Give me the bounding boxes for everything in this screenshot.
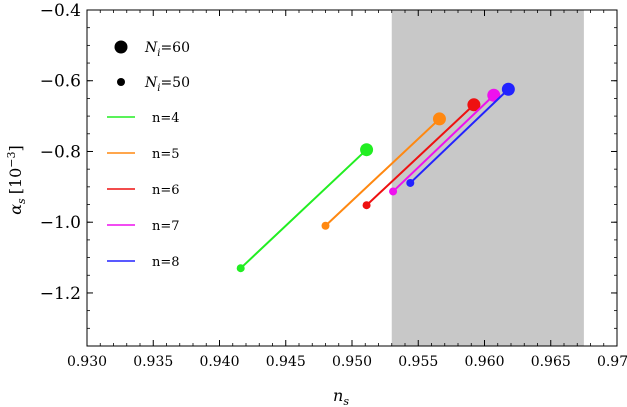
legend-series-label: n=6 [152, 183, 180, 198]
y-tick-label: −0.6 [40, 72, 81, 92]
shaded-band-layer [391, 10, 584, 346]
series-point-ni60 [501, 82, 515, 96]
legend: Ni=60 Ni=50 n=4 n=5 n=6 n=7 n=8 [107, 40, 190, 270]
legend-marker-label: Ni=60 [144, 40, 190, 59]
series-line [240, 148, 368, 269]
series-point-ni50 [389, 187, 398, 196]
x-tick-label: 0.970 [597, 354, 627, 370]
legend-series-label: n=7 [152, 219, 180, 234]
y-tick-label: −0.4 [40, 1, 81, 21]
plot-frame [86, 9, 618, 347]
tick-layer: 0.930 0.935 0.940 0.945 0.950 0.955 0.960 0.965… [40, 1, 627, 370]
shaded-band [391, 10, 584, 346]
series-point-ni50 [362, 201, 371, 210]
y-tick-label: −1.2 [40, 284, 81, 304]
series-line [365, 104, 475, 206]
series-point-ni60 [467, 98, 481, 112]
legend-series-label: n=5 [152, 147, 180, 162]
series-point-ni60 [360, 143, 374, 157]
x-tick-label: 0.945 [266, 354, 306, 370]
series-point-ni50 [236, 264, 245, 273]
legend-series-label: n=8 [152, 255, 180, 270]
series-point-ni60 [432, 112, 446, 126]
series-layer [236, 82, 515, 273]
y-axis-title: αs[10−3] [5, 145, 28, 215]
legend-marker-label: Ni=50 [144, 75, 190, 94]
x-tick-label: 0.965 [531, 354, 571, 370]
legend-series-label: n=4 [152, 111, 180, 126]
series-line [392, 94, 495, 193]
series-line [409, 88, 510, 184]
y-tick-label: −0.8 [40, 142, 81, 162]
x-tick-label: 0.950 [332, 354, 372, 370]
series-line [324, 118, 441, 227]
x-tick-label: 0.955 [398, 354, 438, 370]
legend-marker [114, 40, 128, 54]
x-axis-title: ns [333, 386, 349, 407]
legend-marker [117, 78, 125, 86]
series-point-ni50 [406, 178, 415, 187]
x-tick-label: 0.960 [464, 354, 504, 370]
x-tick-label: 0.930 [67, 354, 107, 370]
x-tick-label: 0.940 [199, 354, 239, 370]
y-tick-label: −1.0 [40, 213, 81, 233]
x-tick-label: 0.935 [133, 354, 173, 370]
series-point-ni60 [487, 88, 501, 102]
series-point-ni50 [321, 221, 330, 230]
